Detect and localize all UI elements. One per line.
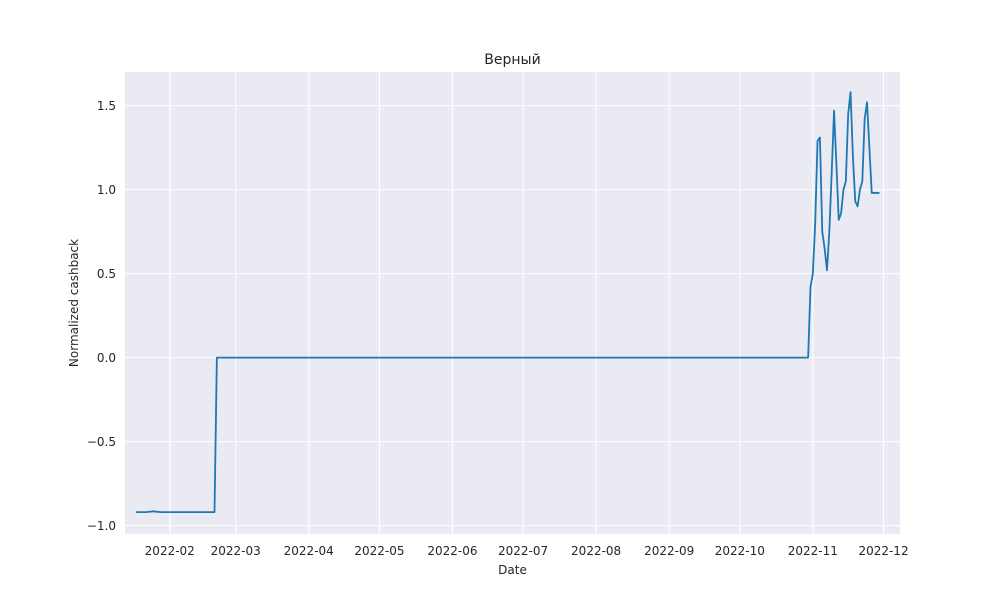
y-axis-label: Normalized cashback bbox=[67, 239, 81, 367]
x-tick-label: 2022-02 bbox=[145, 544, 195, 558]
series-line bbox=[135, 91, 880, 514]
y-tick-label: 1.5 bbox=[97, 99, 116, 113]
x-tick-label: 2022-09 bbox=[644, 544, 694, 558]
x-axis-label: Date bbox=[498, 563, 527, 577]
y-tick-label: 0.5 bbox=[97, 267, 116, 281]
x-tick-label: 2022-08 bbox=[571, 544, 621, 558]
x-tick-label: 2022-07 bbox=[498, 544, 548, 558]
x-tick-labels: 2022-02 2022-03 2022-04 2022-05 2022-06 2022-… bbox=[145, 544, 909, 558]
x-tick-label: 2022-11 bbox=[788, 544, 838, 558]
y-tick-label: 0.0 bbox=[97, 351, 116, 365]
x-tick-label: 2022-04 bbox=[284, 544, 334, 558]
series-layer bbox=[135, 91, 880, 514]
x-tick-label: 2022-06 bbox=[427, 544, 477, 558]
x-tick-label: 2022-12 bbox=[858, 544, 908, 558]
x-tick-label: 2022-05 bbox=[354, 544, 404, 558]
plot-area bbox=[125, 72, 900, 534]
x-tick-label: 2022-03 bbox=[211, 544, 261, 558]
y-tick-label: −1.0 bbox=[87, 519, 116, 533]
y-tick-labels: 1.5 1.0 0.5 0.0 −0.5 −1.0 bbox=[87, 99, 116, 533]
chart-title: Верный bbox=[484, 52, 540, 68]
x-tick-label: 2022-10 bbox=[715, 544, 765, 558]
y-tick-label: 1.0 bbox=[97, 183, 116, 197]
y-tick-label: −0.5 bbox=[87, 435, 116, 449]
